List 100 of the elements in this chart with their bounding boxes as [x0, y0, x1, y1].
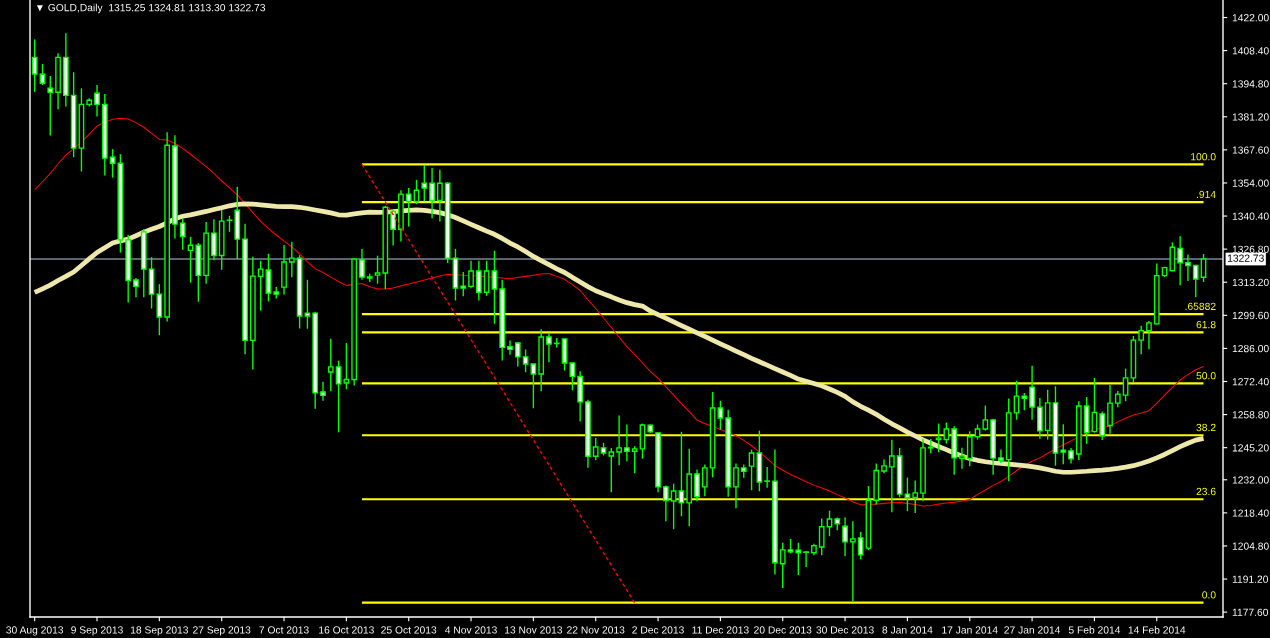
x-tick-label: 18 Sep 2013: [130, 626, 189, 636]
y-tick-label: 1245.20: [1232, 444, 1269, 452]
y-tick-label: 1394.80: [1232, 80, 1269, 88]
y-tick-label: 1381.20: [1232, 113, 1269, 121]
y-tick-label: 1258.80: [1232, 411, 1269, 419]
candlestick: [156, 283, 163, 336]
candlestick: [748, 448, 755, 491]
series-label: 50.0: [1196, 372, 1216, 380]
candlestick: [701, 463, 708, 498]
x-tick-label: 4 Nov 2013: [445, 626, 497, 634]
y-tick-label: 1191.20: [1232, 575, 1269, 583]
y-tick-label: 1408.40: [1232, 47, 1269, 55]
y-tick-label: 1286.00: [1232, 344, 1269, 353]
candlestick: [631, 445, 638, 474]
chart-title: ▼ GOLD,Daily 1315.25 1324.81 1313.30 1322.73: [36, 3, 266, 14]
y-tick-label: 1218.40: [1232, 509, 1269, 517]
candlestick: [1029, 364, 1035, 421]
x-tick-label: 30 Dec 2013: [816, 626, 874, 634]
candlestick: [133, 277, 139, 299]
series-label: 100.0: [1191, 153, 1216, 161]
candlestick: [327, 337, 334, 392]
candlestick: [849, 520, 856, 602]
series-label: .914: [1196, 190, 1216, 199]
x-tick-label: 11 Dec 2013: [692, 626, 749, 634]
candlestick: [733, 462, 739, 509]
x-tick-label: 7 Oct 2013: [259, 626, 309, 634]
y-tick-label: 1354.00: [1232, 179, 1269, 187]
candlestick: [795, 542, 802, 576]
series-label: 61.8: [1196, 320, 1216, 329]
candlestick: [1122, 367, 1129, 402]
candlestick: [818, 517, 825, 556]
candlestick: [888, 438, 895, 513]
y-tick-label: 1422.00: [1232, 14, 1269, 22]
x-tick-label: 27 Jan 2014: [1004, 626, 1061, 634]
candlestick: [639, 422, 646, 460]
candlestick: [359, 248, 365, 281]
x-tick-label: 25 Oct 2013: [381, 626, 437, 634]
candlestick: [47, 75, 54, 137]
candlestick: [904, 476, 911, 512]
candlestick: [1013, 380, 1020, 421]
candlestick: [304, 279, 311, 330]
candlestick: [491, 250, 498, 325]
candlestick: [842, 516, 848, 557]
candlestick: [1192, 264, 1199, 299]
series-label: 0.0: [1202, 591, 1216, 599]
candlestick: [678, 431, 685, 517]
candlestick: [912, 479, 919, 514]
candlestick: [803, 550, 809, 568]
x-tick-label: 27 Sep 2013: [193, 626, 251, 636]
y-tick-label: 1299.60: [1232, 311, 1269, 320]
candlestick: [1200, 253, 1207, 283]
x-tick-label: 17 Jan 2014: [942, 626, 998, 634]
candlestick: [460, 271, 467, 298]
candlestick: [608, 447, 615, 493]
y-tick-label: 1313.20: [1232, 278, 1269, 287]
candlestick: [405, 187, 412, 228]
candlestick: [257, 260, 264, 312]
candlestick: [288, 241, 295, 279]
candlestick: [1037, 397, 1043, 440]
candlestick: [265, 253, 272, 303]
candlestick: [522, 348, 529, 373]
candlestick: [530, 363, 537, 409]
candlestick: [109, 148, 116, 179]
candlestick: [857, 531, 864, 561]
candlestick: [662, 484, 669, 522]
candlestick: [514, 341, 521, 368]
x-tick-label: 8 Jan 2014: [882, 626, 933, 634]
candlestick: [483, 260, 490, 297]
x-tick-label: 9 Sep 2013: [71, 626, 123, 636]
y-tick-label: 1177.60: [1232, 608, 1269, 616]
candlestick: [1177, 235, 1184, 286]
x-tick-label: 30 Aug 2013: [6, 626, 64, 636]
candlestick: [1060, 423, 1067, 465]
y-tick-label: 1367.60: [1232, 146, 1269, 154]
candlestick: [468, 260, 474, 290]
series-label: 38.2: [1196, 423, 1216, 432]
candlestick: [320, 381, 326, 402]
candlestick: [943, 421, 950, 445]
series-label: 23.6: [1196, 487, 1216, 496]
candlestick: [935, 422, 942, 453]
candlestick: [374, 255, 381, 285]
y-tick-label: 1232.00: [1232, 476, 1269, 484]
candlestick: [624, 423, 630, 462]
series-label: .65882: [1185, 302, 1216, 310]
candlestick: [1146, 320, 1152, 351]
candlestick: [569, 362, 576, 391]
candlestick: [343, 342, 350, 390]
x-tick-label: 22 Nov 2013: [567, 626, 625, 634]
candlestick: [546, 332, 552, 363]
candlestick: [475, 260, 482, 302]
candlestick: [998, 448, 1004, 464]
y-tick-label: 1204.80: [1232, 542, 1269, 550]
candlestick: [429, 167, 435, 219]
candlestick: [717, 400, 724, 431]
x-tick-label: 14 Feb 2014: [1128, 626, 1186, 634]
candlestick: [179, 217, 186, 251]
candlestick: [959, 446, 965, 470]
candlestick: [94, 84, 100, 118]
candlestick: [1185, 253, 1191, 282]
x-tick-label: 16 Oct 2013: [319, 626, 374, 634]
